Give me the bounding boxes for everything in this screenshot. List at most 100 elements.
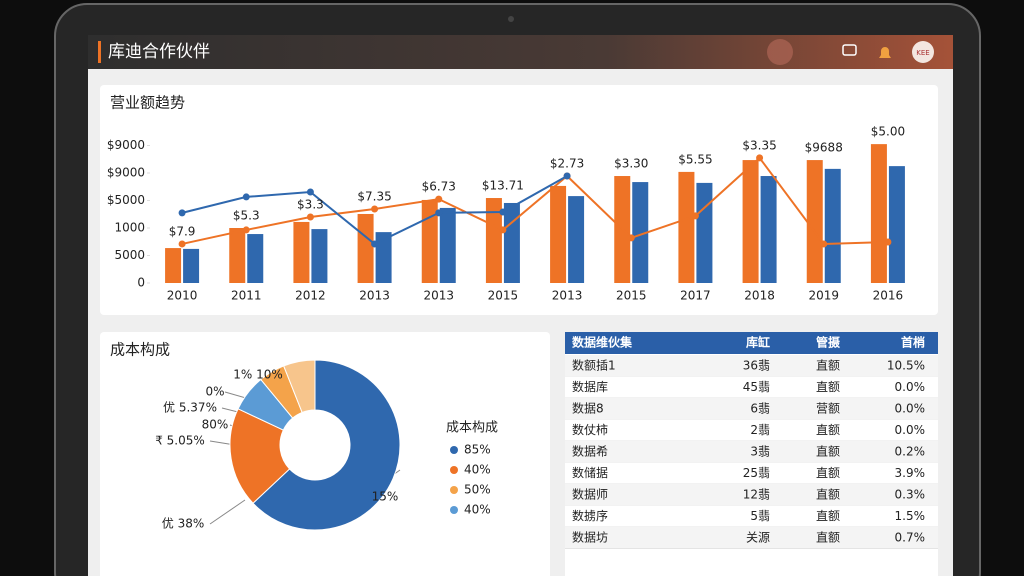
pie-annotation: 0%: [205, 385, 224, 399]
line-point: [435, 209, 443, 217]
table-cell: 直额: [816, 423, 840, 437]
line-point: [178, 240, 186, 248]
pie-annotation: 优 38%: [162, 517, 205, 531]
bar: [632, 182, 649, 283]
table-cell: 5翡: [750, 509, 770, 523]
bar: [888, 166, 905, 283]
line-point: [435, 195, 443, 203]
bar: [503, 202, 520, 283]
table-header: 库缸: [746, 335, 770, 350]
x-tick-label: 2011: [231, 289, 262, 303]
data-annotation: $3.30: [614, 157, 648, 171]
pie-slice: [229, 408, 291, 504]
line-point: [691, 212, 699, 220]
y-tick-label: $9000: [107, 138, 145, 152]
bar: [678, 171, 695, 283]
bar: [870, 144, 887, 283]
trend-line: [181, 156, 888, 245]
table-cell: 1.5%: [895, 509, 926, 523]
bar: [311, 229, 328, 283]
bar: [550, 185, 567, 283]
table-row-bg: [565, 398, 938, 420]
x-tick-label: 2018: [744, 289, 775, 303]
legend-title: 成本构成: [446, 421, 498, 436]
table-cell: 0.0%: [895, 402, 926, 416]
line-point: [242, 193, 250, 201]
avatar[interactable]: [912, 41, 934, 63]
y-tick-label: 0: [137, 276, 145, 290]
table-header-bg: [565, 332, 938, 354]
bar: [760, 176, 777, 283]
table-row-bg: [565, 376, 938, 398]
x-tick-label: 2013: [552, 289, 583, 303]
bar: [357, 213, 374, 283]
table-row-bg: [565, 441, 938, 463]
avatar-text: KEE: [916, 49, 929, 57]
bar: [824, 168, 841, 283]
pie-annotation: 80%: [202, 418, 229, 432]
table-header: 数据维伙集: [572, 335, 633, 350]
bar: [568, 196, 585, 283]
table-cell: 直额: [816, 359, 840, 373]
table-cell: 数据师: [572, 487, 608, 502]
pie-slice: [283, 359, 316, 414]
bar: [806, 160, 823, 283]
table-cell: 12翡: [743, 488, 770, 502]
x-tick-label: 2019: [808, 289, 839, 303]
table-cell: 0.0%: [895, 423, 926, 437]
legend-label: 40%: [464, 463, 491, 477]
table-cell: 数掳序: [572, 508, 608, 523]
line-point: [242, 226, 250, 234]
bar: [293, 221, 310, 283]
table-cell: 数仗柿: [572, 422, 608, 437]
x-tick-label: 2012: [295, 289, 326, 303]
bar: [229, 228, 246, 283]
chat-icon[interactable]: [842, 44, 857, 56]
table-cell: 直额: [816, 380, 840, 394]
table-cell: 直额: [816, 531, 840, 545]
data-annotation: $3.3: [297, 198, 324, 212]
cost-panel: [100, 332, 550, 576]
bar: [421, 199, 438, 283]
line-point: [884, 238, 892, 246]
line-point: [371, 240, 379, 248]
line-point: [499, 226, 507, 234]
table-cell: 36翡: [743, 359, 770, 373]
pie-annotation: 优 5.37%: [163, 401, 217, 415]
y-tick-label: $5000: [107, 193, 145, 207]
table-header: 管摄: [816, 335, 841, 350]
table-cell: 45翡: [743, 380, 770, 394]
line-point: [756, 154, 764, 162]
line-point: [371, 205, 379, 213]
table-cell: 数额插1: [572, 358, 616, 373]
pie-center-label: 15%: [372, 490, 399, 504]
line-point: [499, 208, 507, 216]
table-cell: 10.5%: [887, 359, 925, 373]
header-bar: [88, 35, 953, 69]
bar: [183, 248, 200, 283]
line-point: [306, 213, 314, 221]
data-annotation: $6.73: [422, 180, 456, 194]
legend-swatch: [450, 486, 458, 494]
data-annotation: $2.73: [550, 157, 584, 171]
logo: [767, 39, 793, 65]
data-annotation: $13.71: [482, 179, 524, 193]
table-cell: 数据坊: [572, 530, 608, 545]
data-annotation: $5.55: [678, 152, 712, 166]
x-tick-label: 2013: [359, 289, 390, 303]
table-header: 首梢: [901, 335, 925, 350]
pie-annotation: ₹ 5.05%: [155, 434, 205, 448]
data-annotation: $9688: [805, 141, 843, 155]
table-row-bg: [565, 484, 938, 506]
line-point: [627, 234, 635, 242]
pie-slice: [252, 359, 401, 531]
bell-icon[interactable]: [879, 47, 891, 58]
legend-label: 40%: [464, 503, 491, 517]
table-cell: 数据8: [572, 401, 604, 416]
trend-title: 营业额趋势: [110, 94, 185, 112]
x-tick-label: 2015: [488, 289, 519, 303]
pie-annotation: 1% 10%: [233, 368, 283, 382]
bar: [375, 232, 392, 283]
